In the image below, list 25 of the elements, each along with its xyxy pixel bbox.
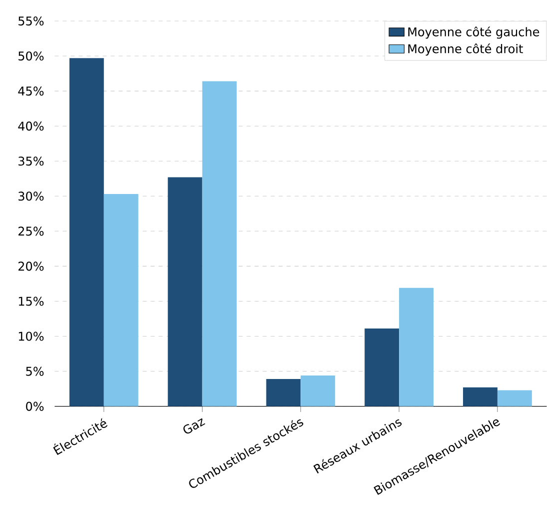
y-tick-label: 0% (26, 402, 44, 411)
legend-label: Moyenne côté droit (408, 44, 523, 56)
bar (497, 390, 532, 406)
y-tick-label: 20% (18, 262, 44, 271)
y-tick-label: 15% (18, 296, 44, 306)
x-tick-label: Gaz (183, 418, 206, 434)
y-tick-label: 45% (18, 86, 44, 96)
bar (168, 177, 202, 406)
bar (300, 375, 336, 406)
bar (364, 328, 400, 406)
bar (202, 81, 237, 406)
bar (69, 58, 104, 406)
y-tick-label: 5% (26, 366, 44, 376)
bar (463, 387, 498, 406)
y-tick-label: 40% (18, 122, 44, 131)
legend-label: Moyenne côté gauche (408, 26, 540, 39)
bar (104, 194, 138, 406)
y-tick-label: 30% (18, 192, 44, 201)
bar (266, 378, 301, 406)
y-tick-label: 35% (18, 156, 44, 166)
y-tick-label: 50% (18, 51, 44, 61)
y-tick-label: 55% (18, 16, 44, 26)
y-tick-label: 10% (18, 332, 44, 341)
y-tick-label: 25% (18, 226, 44, 236)
bar (399, 288, 434, 406)
